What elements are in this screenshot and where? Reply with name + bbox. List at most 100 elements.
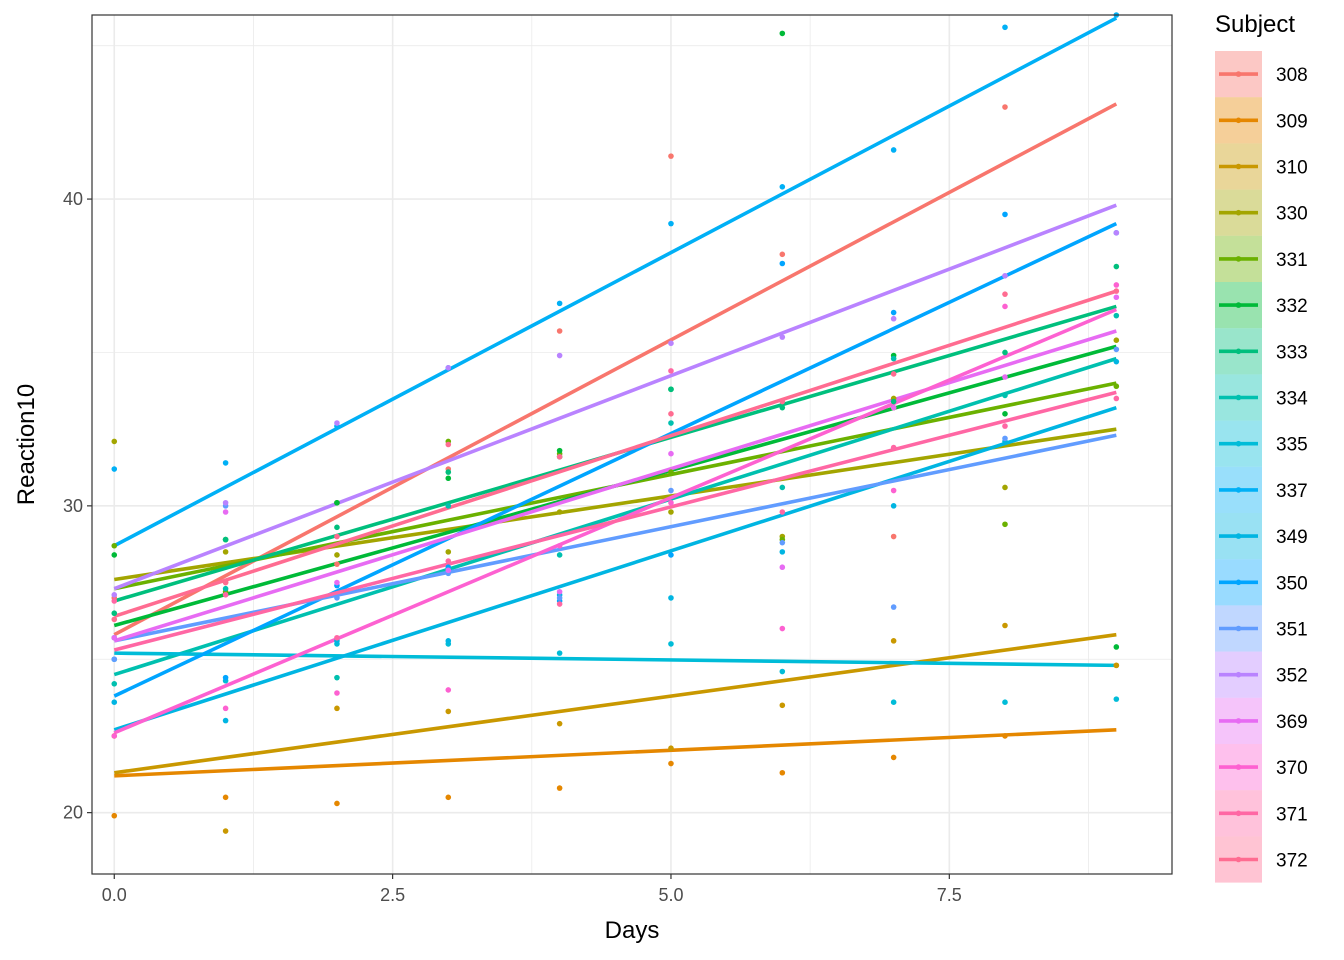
data-point-333 (334, 524, 340, 531)
data-point-310 (890, 638, 897, 644)
data-point-352 (1113, 230, 1120, 236)
fit-line-310 (114, 632, 1117, 775)
data-point-349 (445, 638, 452, 644)
x-tick-label: 7.5 (937, 885, 962, 905)
data-point-349 (890, 503, 897, 509)
data-point-352 (1002, 272, 1008, 279)
data-point-337 (1002, 24, 1008, 31)
data-point-334 (334, 674, 340, 681)
data-point-310 (1002, 622, 1008, 629)
data-point-352 (222, 499, 229, 506)
data-point-330 (668, 509, 674, 515)
data-point-308 (334, 561, 340, 567)
data-point-337 (111, 466, 118, 472)
data-point-350 (668, 552, 674, 558)
data-point-332 (445, 475, 452, 482)
data-point-337 (668, 220, 674, 227)
data-point-372 (1113, 288, 1120, 294)
legend-key-point-332 (1235, 302, 1242, 308)
data-point-371 (779, 509, 786, 515)
data-point-352 (556, 352, 563, 359)
data-point-332 (556, 447, 563, 454)
data-point-352 (890, 315, 897, 322)
data-point-372 (445, 441, 452, 448)
fit-line-350 (113, 221, 1118, 698)
data-point-370 (668, 499, 674, 506)
legend-key-point-309 (1235, 117, 1242, 124)
data-point-332 (779, 30, 786, 37)
y-axis-title: Reaction10 (13, 384, 40, 505)
grid-major (92, 15, 1172, 874)
data-point-335 (556, 650, 563, 656)
legend-key-point-349 (1235, 533, 1242, 539)
data-point-309 (556, 785, 563, 791)
data-point-308 (1002, 104, 1008, 110)
data-point-351 (1002, 435, 1008, 442)
fit-line-309 (114, 728, 1117, 778)
data-point-372 (334, 533, 340, 540)
legend-key-point-334 (1235, 394, 1242, 401)
data-point-371 (111, 598, 118, 604)
legend-key-point-335 (1235, 440, 1242, 447)
fit-line-352 (113, 203, 1117, 591)
data-point-372 (222, 579, 229, 586)
data-point-350 (1002, 211, 1008, 218)
data-point-370 (445, 687, 452, 693)
data-point-309 (668, 760, 674, 767)
legend-label-330: 330 (1276, 204, 1308, 225)
data-point-332 (111, 552, 118, 558)
data-point-352 (334, 420, 340, 426)
data-point-310 (334, 705, 340, 712)
data-point-332 (1113, 644, 1120, 650)
data-points (111, 12, 1120, 834)
legend-label-371: 371 (1276, 804, 1308, 825)
data-point-333 (668, 386, 674, 393)
x-axis-title: Days (605, 917, 660, 944)
data-point-351 (779, 539, 786, 546)
data-point-334 (779, 484, 786, 491)
data-point-330 (445, 549, 452, 555)
data-point-351 (556, 595, 563, 601)
data-point-308 (556, 328, 563, 334)
data-point-352 (445, 365, 452, 371)
legend-key-point-369 (1235, 718, 1242, 724)
legend: Subject 308 309 310 330 331 332 333 334 335 337 34… (1215, 11, 1308, 883)
data-point-330 (1113, 337, 1120, 343)
data-point-369 (334, 579, 340, 586)
data-point-334 (222, 585, 229, 592)
data-point-371 (1002, 423, 1008, 429)
data-point-334 (1113, 312, 1120, 319)
data-point-371 (556, 601, 563, 607)
data-point-371 (334, 634, 340, 641)
data-point-333 (222, 536, 229, 543)
data-point-369 (668, 450, 674, 457)
fit-line-372 (113, 289, 1117, 619)
data-point-335 (890, 699, 897, 705)
data-point-334 (111, 680, 118, 687)
legend-label-308: 308 (1276, 65, 1308, 86)
plot-panel-border (91, 14, 1173, 875)
data-point-372 (556, 453, 563, 460)
legend-label-331: 331 (1276, 250, 1308, 271)
data-point-370 (334, 690, 340, 696)
y-axis: 20 30 40 (63, 189, 92, 823)
data-point-308 (779, 251, 786, 258)
data-point-330 (556, 509, 563, 515)
legend-label-372: 372 (1276, 851, 1308, 872)
data-point-337 (890, 147, 897, 153)
data-point-369 (1113, 294, 1120, 301)
data-point-335 (668, 641, 674, 647)
data-point-351 (1113, 346, 1120, 353)
legend-label-370: 370 (1276, 758, 1308, 779)
data-point-331 (1113, 383, 1120, 390)
data-point-309 (222, 794, 229, 801)
data-point-372 (779, 398, 786, 405)
y-tick-label: 20 (63, 803, 83, 823)
data-point-331 (668, 469, 674, 475)
fit-lines (113, 16, 1118, 778)
data-point-370 (556, 542, 563, 549)
fit-line-369 (113, 329, 1117, 643)
data-point-369 (890, 404, 897, 411)
data-point-352 (668, 340, 674, 347)
